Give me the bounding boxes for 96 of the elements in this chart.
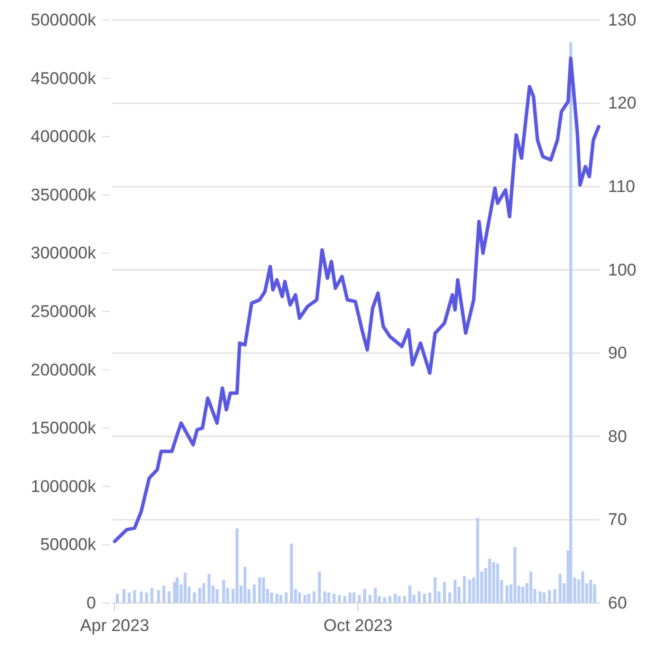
y-tick-label: 200000k	[30, 360, 96, 380]
bar	[150, 588, 154, 603]
bar	[192, 592, 196, 603]
bar	[235, 528, 238, 603]
bar	[513, 547, 516, 603]
bar	[529, 572, 532, 603]
bar	[408, 586, 412, 603]
bar	[548, 590, 551, 603]
bar	[338, 594, 341, 603]
y-tick-label: 500000k	[30, 10, 96, 30]
bar	[258, 577, 262, 603]
bar	[168, 591, 171, 603]
bar	[145, 592, 148, 603]
bar	[323, 591, 326, 603]
bar	[468, 580, 472, 603]
bar	[368, 594, 372, 603]
y-tick-label: 400000k	[30, 127, 96, 146]
bar	[521, 586, 524, 603]
bar	[581, 572, 584, 603]
bar	[303, 594, 306, 603]
bar	[157, 590, 160, 603]
bar	[284, 592, 288, 603]
y2-tick-label: 130	[608, 10, 636, 30]
y-tick-label: 450000k	[30, 68, 96, 88]
bar	[307, 594, 310, 603]
bar	[176, 577, 179, 603]
bar	[116, 594, 119, 603]
bar	[553, 589, 556, 603]
bar	[343, 596, 346, 603]
y-tick-label: 350000k	[30, 185, 96, 204]
y2-tick-label: 60	[608, 593, 627, 612]
line-series	[112, 56, 600, 544]
bar	[290, 544, 294, 603]
bar	[332, 594, 336, 603]
bar	[418, 591, 421, 603]
y-tick-label: 50000k	[40, 535, 96, 554]
bar	[542, 592, 546, 603]
bar	[488, 558, 492, 603]
bar	[505, 586, 508, 603]
bar	[262, 577, 266, 603]
bar	[312, 591, 316, 603]
bar	[462, 576, 466, 603]
bar	[538, 591, 542, 603]
bar	[363, 589, 366, 603]
bar	[184, 572, 187, 603]
bar	[298, 592, 301, 603]
bar	[348, 592, 352, 603]
bar	[352, 592, 356, 603]
bar	[383, 597, 386, 603]
bar	[496, 563, 500, 603]
y2-tick-label: 100	[608, 260, 636, 280]
y2-tick-label: 110	[608, 177, 636, 196]
y-tick-label: 300000k	[30, 244, 96, 263]
bar	[422, 594, 426, 603]
bar	[358, 594, 361, 603]
y2-tick-label: 120	[608, 94, 636, 113]
y-tick-label: 250000k	[30, 302, 96, 321]
bar	[442, 582, 446, 603]
bar	[388, 596, 392, 603]
x-tick-label: Apr 2023	[80, 616, 150, 636]
bar	[162, 586, 166, 603]
bar	[398, 596, 401, 603]
bar	[216, 589, 219, 603]
bar	[279, 594, 282, 603]
bar	[252, 584, 256, 603]
bar	[327, 592, 330, 603]
bar	[208, 574, 211, 603]
bar	[403, 596, 406, 603]
y-tick-label: 0	[86, 593, 96, 612]
bar	[589, 580, 592, 603]
y2-tick-label: 70	[608, 510, 627, 530]
bar	[133, 590, 136, 603]
bar	[428, 592, 432, 603]
bar	[243, 566, 246, 603]
bar	[558, 574, 562, 603]
bar	[454, 580, 457, 603]
bar	[275, 594, 278, 603]
bar	[476, 518, 480, 603]
bar	[374, 588, 377, 603]
bar	[448, 592, 452, 603]
y2-tick-label: 80	[608, 426, 627, 446]
y-tick-label: 100000k	[30, 476, 96, 496]
bar	[492, 562, 496, 603]
bar	[222, 580, 226, 603]
bar	[569, 42, 572, 603]
bar	[434, 577, 437, 603]
bar	[318, 572, 321, 603]
bar	[394, 594, 397, 603]
bar	[128, 592, 131, 603]
y-tick-label: 150000k	[30, 418, 96, 438]
bar	[122, 589, 126, 603]
y2-tick-label: 90	[608, 344, 627, 363]
bar	[140, 591, 143, 603]
bar	[270, 592, 274, 603]
bar	[202, 583, 206, 603]
x-tick-label: Oct 2023	[323, 616, 392, 636]
